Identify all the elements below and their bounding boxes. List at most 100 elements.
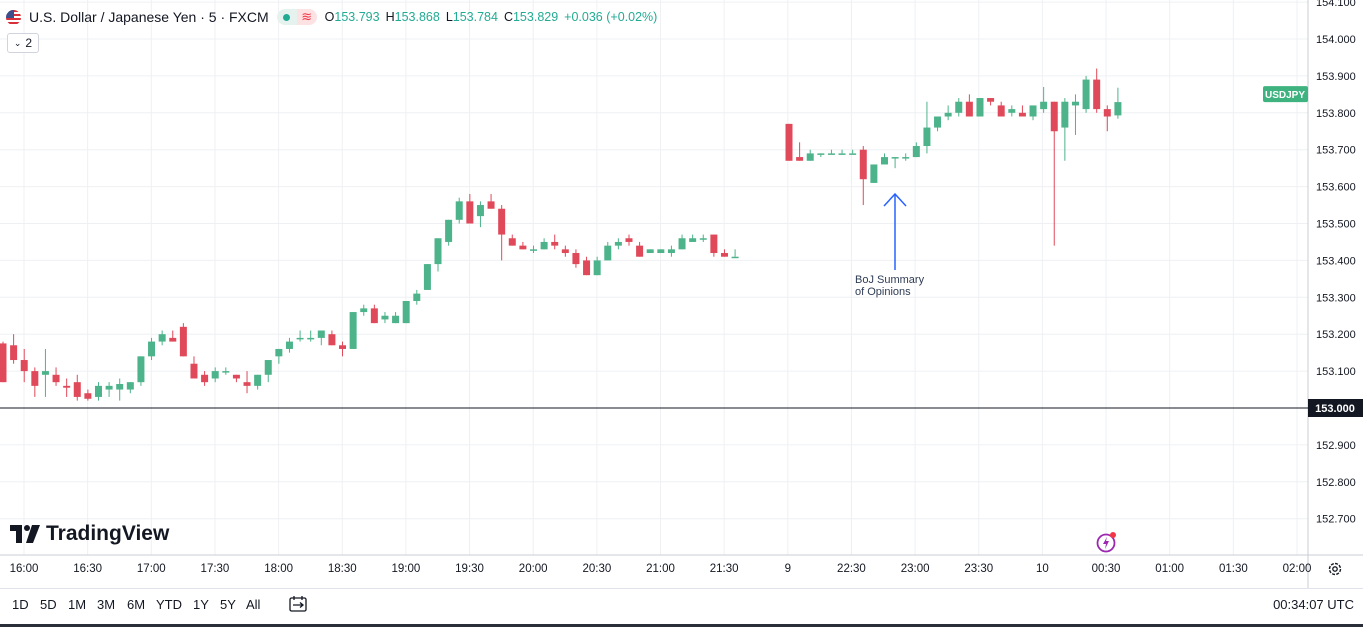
candle-body [0, 343, 7, 383]
candle-body [84, 393, 92, 399]
price-tick-label: 154.000 [1316, 34, 1356, 46]
settings-gear-icon[interactable] [1327, 561, 1343, 577]
candle-body [201, 374, 209, 383]
chevron-down-icon: ⌄ [13, 37, 22, 48]
candle-body [646, 249, 654, 254]
candle-down [785, 123, 793, 161]
symbol-title[interactable]: U.S. Dollar / Japanese Yen · 5 · FXCM [29, 9, 269, 25]
price-tick-label: 152.900 [1316, 440, 1356, 452]
candle-down [466, 193, 474, 224]
tradingview-logo-icon [10, 525, 40, 543]
candle-up [976, 98, 984, 117]
candle-up [604, 241, 612, 261]
bottom-toolbar: 1D 5D 1M 3M 6M YTD 1Y 5Y All 00:34:07 UTC [0, 588, 1363, 619]
candle-body [63, 385, 71, 388]
candle-body [275, 348, 283, 357]
candle-body [636, 245, 644, 257]
candle-body [785, 123, 793, 161]
candle-body [254, 374, 262, 386]
candle-body [158, 334, 166, 342]
candle-body [339, 345, 347, 349]
candle-down [179, 323, 187, 357]
candle-up [1008, 105, 1016, 117]
candle-body [179, 326, 187, 357]
candle-up [646, 249, 654, 254]
candle-body [423, 264, 431, 290]
candle-body [583, 260, 591, 276]
candle-body [264, 360, 272, 375]
candle-down [20, 348, 28, 383]
price-axis: 154.100 154.000 153.900 153.800 153.700 153.6… [1316, 0, 1356, 526]
time-tick-label: 16:00 [10, 563, 39, 575]
candle-body [1040, 101, 1048, 110]
ohlc-values: O153.793 H153.868 L153.784 C153.829 +0.0… [325, 10, 658, 24]
candle-body [1103, 109, 1111, 117]
timeframe-button[interactable]: 1D [12, 597, 29, 612]
status-pill[interactable]: ≋ [276, 9, 317, 25]
timeframe-button[interactable]: 1Y [193, 597, 209, 612]
timeframe-button[interactable]: 5Y [220, 597, 236, 612]
candle-up [593, 256, 601, 276]
candle-down [201, 371, 209, 386]
candle-up [827, 149, 835, 155]
candle-body [1082, 79, 1090, 110]
candle-down [73, 374, 81, 401]
candle-up [476, 201, 484, 228]
candle-up [912, 142, 920, 158]
time-tick-label: 21:30 [710, 563, 739, 575]
candle-up [944, 105, 952, 121]
boj-annotation: BoJ Summary of Opinions [855, 274, 924, 298]
candle-body [859, 149, 867, 180]
tradingview-logo[interactable]: TradingView [10, 522, 169, 546]
high-value: 153.868 [394, 10, 440, 24]
time-tick-label: 17:00 [137, 563, 166, 575]
candle-body [849, 153, 857, 155]
candle-up [317, 330, 325, 346]
utc-clock[interactable]: 00:34:07 UTC [1273, 597, 1354, 612]
market-open-icon [276, 9, 297, 25]
candle-body [1050, 101, 1058, 132]
candle-body [965, 101, 973, 117]
candle-down [1093, 68, 1101, 113]
candle-body [891, 157, 899, 159]
price-tick-label: 152.700 [1316, 514, 1356, 526]
timeframe-button[interactable]: All [246, 597, 261, 612]
candle-body [604, 245, 612, 261]
candle-body [880, 157, 888, 165]
timeframe-button[interactable]: 3M [97, 597, 116, 612]
lightning-icon[interactable] [1096, 531, 1118, 553]
candle-body [41, 371, 49, 375]
timeframe-button[interactable]: 5D [40, 597, 57, 612]
change-value: +0.036 (+0.02%) [564, 10, 658, 24]
candle-up [1082, 75, 1090, 113]
candle-up [222, 367, 230, 375]
date-range-icon[interactable] [288, 594, 308, 614]
candle-body [912, 146, 920, 158]
candle-up [870, 164, 878, 183]
indicators-toggle[interactable]: ⌄ 2 [7, 33, 39, 53]
candle-up [1114, 87, 1122, 119]
time-tick-label: 19:30 [455, 563, 484, 575]
candle-down [720, 249, 728, 257]
candle-body [94, 385, 102, 397]
candle-body [169, 337, 177, 342]
candle-body [519, 245, 527, 250]
candle-up [614, 238, 622, 250]
symbol-legend: U.S. Dollar / Japanese Yen · 5 · FXCM ≋ … [6, 7, 657, 27]
timeframe-button[interactable]: 6M [127, 597, 146, 612]
annotation-line-1: BoJ Summary [855, 274, 925, 286]
time-tick-label: 02:00 [1283, 563, 1312, 575]
brand-name: TradingView [46, 522, 170, 545]
candle-up [667, 245, 675, 257]
candle-body [955, 101, 963, 113]
candle-body [445, 219, 453, 242]
price-tick-label: 153.200 [1316, 329, 1356, 341]
timeframe-button[interactable]: YTD [156, 597, 182, 612]
candle-up [891, 157, 899, 169]
candle-down [328, 330, 336, 346]
candle-up [105, 382, 113, 397]
candle-up [1061, 98, 1069, 161]
time-tick-label: 20:30 [582, 563, 611, 575]
timeframe-button[interactable]: 1M [68, 597, 87, 612]
